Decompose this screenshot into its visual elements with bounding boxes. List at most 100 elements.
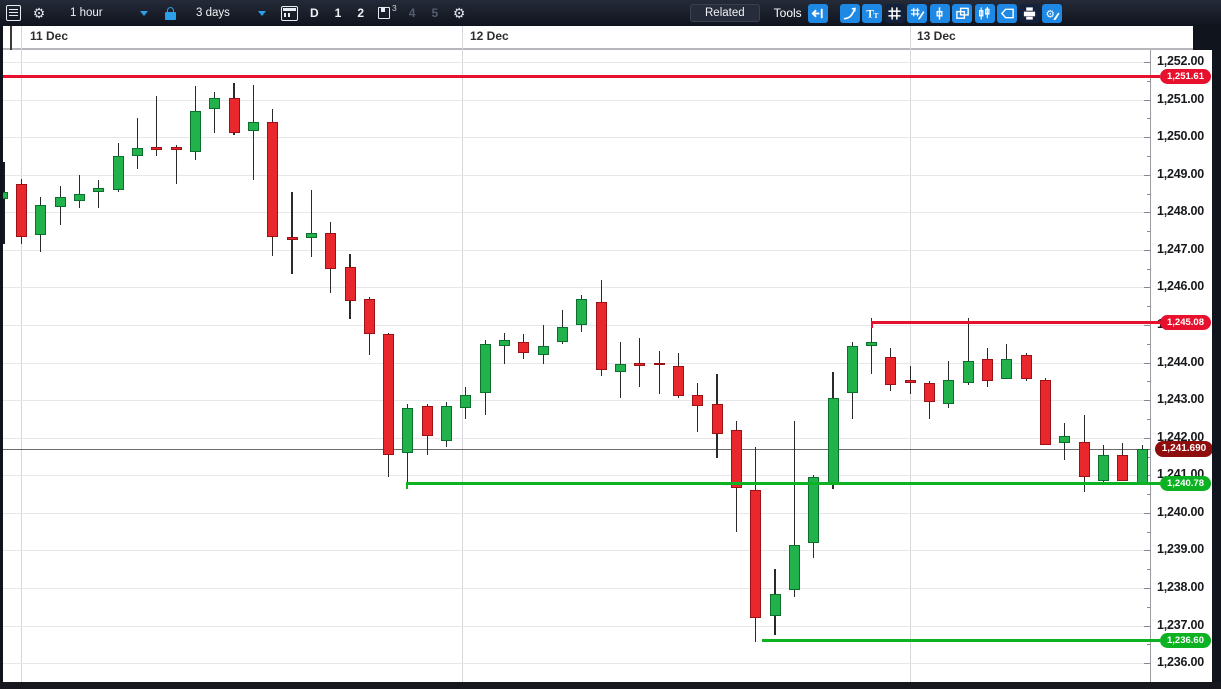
trendline-tool-button[interactable] — [839, 3, 860, 23]
price-level-anchor-tick — [871, 320, 873, 328]
candlestick-style-tool-button[interactable] — [974, 3, 995, 23]
price-marker-tool-button[interactable] — [929, 3, 950, 23]
collapse-tools-button[interactable] — [807, 3, 828, 23]
draw-grid-tool-button[interactable] — [907, 3, 928, 23]
price-level-line[interactable] — [762, 639, 1160, 643]
axis-tick-major — [1144, 249, 1150, 251]
candle-body — [170, 146, 182, 151]
candle-body — [885, 356, 897, 386]
chart-settings-button-2[interactable]: ⚙ — [446, 0, 472, 26]
axis-tick-minor — [1146, 231, 1150, 233]
axis-tick-major — [1144, 362, 1150, 364]
svg-text:⚙: ⚙ — [1045, 9, 1054, 20]
price-axis-label: 1,243.00 — [1157, 392, 1205, 407]
windows-layout-tool-button[interactable] — [952, 3, 973, 23]
callout-tool-button[interactable] — [997, 3, 1018, 23]
print-tool-button[interactable] — [1019, 3, 1040, 23]
price-level-line[interactable] — [406, 482, 1160, 485]
gridline-horizontal — [0, 625, 1150, 627]
axis-tick-major — [1144, 174, 1150, 176]
layout-button-5[interactable]: 5 — [431, 6, 439, 20]
collapse-left-icon — [810, 6, 825, 21]
calendar-button[interactable] — [276, 0, 302, 26]
price-axis-label: 1,237.00 — [1157, 617, 1205, 632]
date-label: 12 Dec — [470, 29, 509, 43]
candle-body — [692, 394, 704, 406]
price-level-anchor-tick — [406, 482, 408, 489]
layout-button-1[interactable]: 1 — [334, 6, 342, 20]
axis-tick-minor — [1146, 155, 1150, 157]
candle-body — [93, 187, 105, 192]
layout-button-D[interactable]: D — [310, 6, 319, 20]
candle-body — [537, 345, 549, 356]
candle-wick — [697, 383, 699, 432]
candle-body — [305, 232, 317, 239]
candle-wick — [214, 92, 216, 134]
axis-tick-minor — [1146, 80, 1150, 82]
layout-button-2[interactable]: 2 — [357, 6, 365, 20]
axis-tick-major — [1144, 437, 1150, 439]
interval-dropdown[interactable]: 1 hour — [52, 0, 158, 26]
axis-tick-major — [1144, 625, 1150, 627]
save-layout-button[interactable]: 3 — [372, 3, 401, 19]
chart-settings-tool-icon: ⚙ — [1045, 6, 1060, 21]
gridline-horizontal — [0, 212, 1150, 214]
date-label: 13 Dec — [917, 29, 956, 43]
axis-tick-minor — [1146, 456, 1150, 458]
save-layout-number: 3 — [392, 3, 397, 13]
candle-body — [363, 298, 375, 335]
candle-body — [653, 362, 665, 365]
gridline-horizontal — [0, 99, 1150, 101]
candle-body — [325, 232, 337, 269]
print-tool-icon — [1022, 6, 1037, 21]
price-axis[interactable] — [1150, 50, 1212, 682]
candle-body — [0, 191, 8, 200]
candle-body — [247, 122, 259, 132]
candle-body — [267, 122, 279, 237]
watchlist-button[interactable] — [0, 0, 26, 26]
price-axis-label: 1,247.00 — [1157, 241, 1205, 256]
date-label: 11 Dec — [30, 29, 69, 43]
current-price-badge: 1,241.690 — [1155, 441, 1213, 458]
candle-body — [788, 544, 800, 590]
range-dropdown[interactable]: 3 days — [182, 0, 276, 26]
grid-tool-button[interactable] — [884, 3, 905, 23]
toolbar-right-group: Related Tools T T ⚙ — [690, 0, 1065, 26]
related-button[interactable]: Related — [690, 4, 760, 22]
candle-body — [460, 394, 472, 408]
price-level-line[interactable] — [871, 320, 1160, 324]
price-level-badge: 1,251.61 — [1160, 69, 1211, 85]
right-edge-strip — [1212, 26, 1221, 689]
lock-button[interactable] — [158, 0, 182, 26]
candle-wick — [542, 325, 544, 365]
gridline-horizontal — [0, 62, 1150, 63]
chart-settings-button[interactable]: ⚙ — [26, 0, 52, 26]
price-axis-label: 1,236.00 — [1157, 655, 1205, 670]
price-axis-label: 1,244.00 — [1157, 354, 1205, 369]
candle-body — [1078, 441, 1090, 478]
chart-settings-tool-button[interactable]: ⚙ — [1042, 3, 1063, 23]
axis-tick-minor — [1146, 418, 1150, 420]
layout-button-4[interactable]: 4 — [408, 6, 416, 20]
tools-label: Tools — [773, 6, 802, 20]
candle-wick — [793, 420, 795, 598]
chart-plot-area[interactable]: 1,251.61 1,245.08 1,240.78 1,236.60 1,252.00… — [0, 26, 1221, 682]
gridline-horizontal — [0, 588, 1150, 589]
lock-icon — [164, 7, 176, 20]
price-axis-label: 1,252.00 — [1157, 54, 1205, 68]
candle-body — [866, 341, 878, 346]
candle-body — [672, 366, 684, 397]
candle-body — [189, 110, 201, 153]
price-level-line[interactable] — [0, 75, 1160, 79]
gridline-horizontal — [0, 663, 1150, 665]
axis-tick-major — [1144, 99, 1150, 101]
axis-tick-major — [1144, 62, 1150, 63]
windows-layout-tool-icon — [955, 6, 970, 21]
candle-wick — [658, 351, 660, 395]
axis-tick-minor — [1146, 268, 1150, 270]
candle-body — [1020, 355, 1032, 380]
candle-body — [924, 383, 936, 402]
price-marker-tool-icon — [932, 6, 947, 21]
